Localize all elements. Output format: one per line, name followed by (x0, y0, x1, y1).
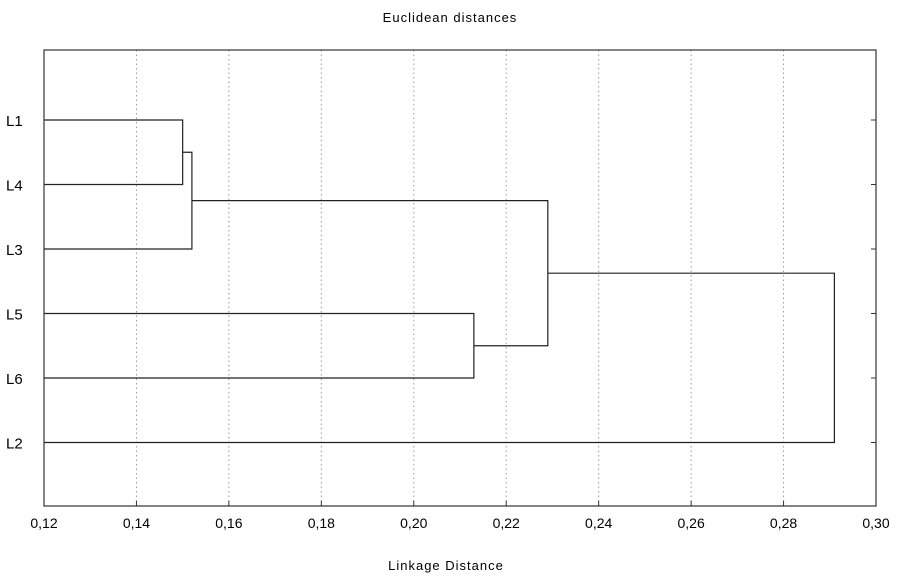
x-tick-label-8: 0,28 (770, 515, 797, 531)
merge-link-4 (191, 200, 549, 347)
leaf-label-l1: L1 (6, 113, 23, 130)
x-tick-label-5: 0,22 (493, 515, 520, 531)
grid-lines (135, 50, 785, 506)
x-axis-ticks: 0,12 0,14 0,16 0,18 0,20 0,22 0,24 0,26 0,28 0,30 (30, 119, 890, 531)
x-tick-label-9: 0,30 (862, 515, 889, 531)
leaf-label-l2: L2 (6, 436, 23, 453)
x-tick-label-0: 0,12 (30, 515, 57, 531)
leaf-label-l3: L3 (6, 242, 23, 259)
merge-link-3 (44, 312, 475, 379)
chart-title: Euclidean distances (383, 10, 518, 25)
x-axis-label: Linkage Distance (388, 558, 504, 573)
x-tick-label-2: 0,16 (215, 515, 242, 531)
x-tick-label-7: 0,26 (677, 515, 704, 531)
x-tick-label-3: 0,18 (308, 515, 335, 531)
leaf-label-l5: L5 (6, 307, 23, 324)
leaf-labels: L1 L4 L3 L5 L6 L2 (6, 113, 23, 453)
plot-frame (43, 49, 877, 507)
merge-link-2 (44, 151, 193, 250)
x-tick-label-6: 0,24 (585, 515, 612, 531)
leaf-label-l6: L6 (6, 371, 23, 388)
leaf-label-l4: L4 (6, 178, 23, 195)
merge-link-5 (44, 272, 836, 444)
x-tick-label-4: 0,20 (400, 515, 427, 531)
dendrogram-links (44, 119, 836, 444)
merge-link-1 (44, 119, 184, 186)
x-tick-label-1: 0,14 (123, 515, 150, 531)
